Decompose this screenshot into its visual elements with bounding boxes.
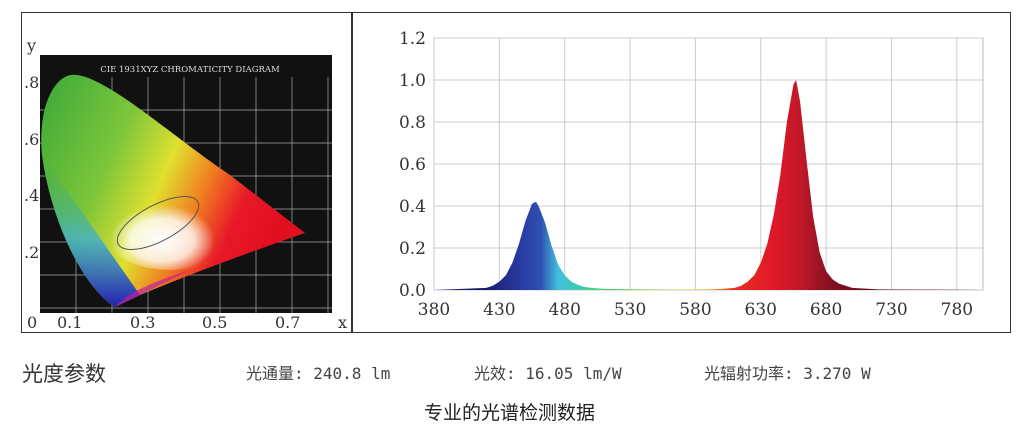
params-heading: 光度参数	[22, 362, 106, 386]
cie-y-tick: .8	[24, 73, 40, 92]
y-tick-label: 1.0	[399, 71, 426, 91]
y-tick-label: 0.8	[399, 113, 426, 133]
cie-blue-region	[42, 155, 140, 307]
cie-x-tick: 0.3	[130, 313, 156, 332]
cie-y-tick: .4	[24, 186, 40, 205]
cie-x-axis-label: x	[338, 313, 348, 332]
chart-frame	[21, 12, 1011, 333]
cie-white-region	[95, 170, 245, 270]
x-tick-label: 380	[418, 300, 450, 320]
cie-y-tick: .2	[24, 243, 40, 262]
luminous-efficacy: 光效: 16.05 lm/W	[474, 364, 622, 383]
y-tick-label: 0.4	[399, 197, 426, 217]
x-tick-label: 780	[941, 300, 973, 320]
x-tick-label: 530	[614, 300, 646, 320]
x-tick-label: 730	[875, 300, 907, 320]
x-tick-label: 480	[548, 300, 580, 320]
y-tick-label: 1.2	[399, 29, 426, 49]
x-tick-label: 430	[483, 300, 515, 320]
y-tick-label: 0.6	[399, 155, 426, 175]
cie-x-tick: 0	[27, 313, 38, 332]
cie-x-tick: 0.7	[275, 313, 301, 332]
cie-purple-region	[115, 270, 190, 307]
caption: 专业的光谱检测数据	[423, 402, 595, 424]
cie-chromaticity-diagram: CIE 1931XYZ CHROMATICITY DIAGRAM	[40, 55, 332, 313]
cie-x-tick: 0.5	[202, 313, 228, 332]
cie-title: CIE 1931XYZ CHROMATICITY DIAGRAM	[100, 65, 280, 75]
x-tick-label: 630	[745, 300, 777, 320]
x-tick-label: 680	[810, 300, 842, 320]
cie-x-tick: 0.1	[57, 313, 83, 332]
radiant-power: 光辐射功率: 3.270 W	[704, 364, 871, 383]
x-tick-label: 580	[679, 300, 711, 320]
spectrum-area	[434, 80, 983, 290]
panel-divider	[351, 12, 353, 333]
cie-planckian-ellipse	[116, 196, 200, 250]
y-tick-label: 0.2	[399, 239, 426, 259]
spectrum-chart: 380 430 480 530 580 630 680 730 780 0.0 0.2 0.4 0.6 0…	[399, 29, 984, 320]
cie-y-axis-label: y	[27, 36, 37, 55]
y-tick-label: 0.0	[399, 281, 426, 301]
cie-y-tick: .6	[24, 130, 40, 149]
luminous-flux: 光通量: 240.8 lm	[246, 364, 391, 383]
